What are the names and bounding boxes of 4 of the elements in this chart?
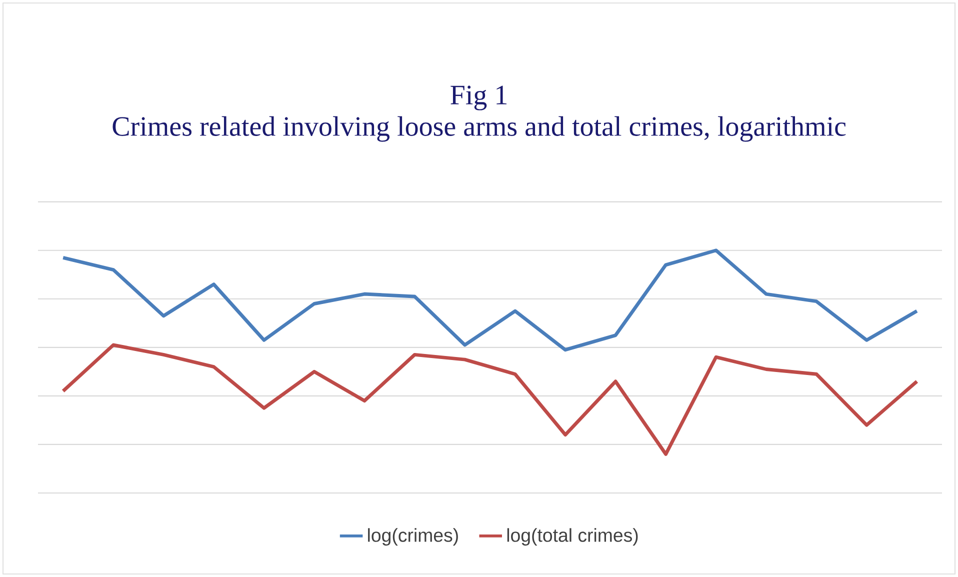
legend-label: log(crimes) (368, 528, 458, 546)
chart-subtitle: Crimes related involving loose arms and total crimes, logarithmic (112, 116, 846, 142)
legend-label: log(total crimes) (507, 528, 638, 546)
chart-title: Fig 1 (450, 86, 506, 110)
